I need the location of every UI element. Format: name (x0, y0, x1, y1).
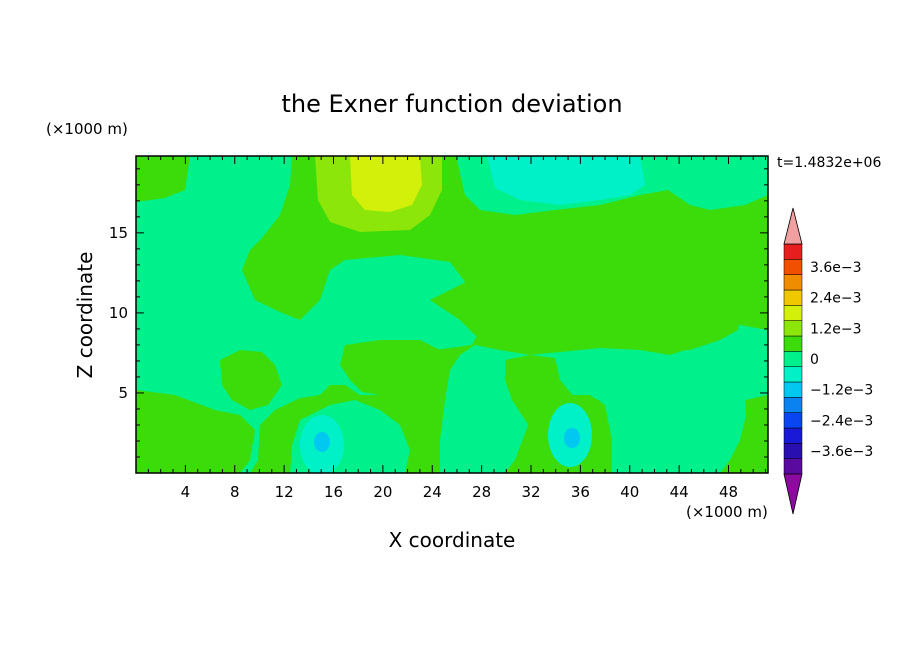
field-region-pos-right-edge (745, 395, 768, 440)
x-tick-label: 4 (181, 483, 191, 501)
colorbar-swatch (783, 443, 803, 459)
y-tick-label: 10 (109, 304, 128, 322)
y-tick-label: 5 (118, 384, 128, 402)
field-region-pos-top-core (350, 156, 422, 212)
x-tick-label: 8 (230, 483, 240, 501)
x-tick-label: 16 (324, 483, 343, 501)
colorbar-swatch (783, 397, 803, 413)
field-region-pos-center-island (340, 340, 448, 430)
field-region-pos-lower-left-island (220, 350, 282, 410)
field-region-neg-bottom-right (640, 415, 692, 473)
colorbar-swatch (783, 458, 803, 475)
time-label: t=1.4832e+06 (777, 155, 881, 171)
colorbar-swatch (783, 259, 803, 275)
chart-title: the Exner function deviation (281, 90, 622, 118)
colorbar-label: 2.4e−3 (810, 291, 862, 307)
field-region-neg-top-core (487, 156, 645, 205)
x-tick-label: 24 (423, 483, 442, 501)
x-tick-label: 20 (373, 483, 392, 501)
colorbar-swatch (783, 289, 803, 306)
colorbar-label: 1.2e−3 (810, 321, 862, 337)
colorbar-swatch (783, 381, 803, 398)
x-tick-label: 48 (719, 483, 738, 501)
x-tick-label: 36 (571, 483, 590, 501)
y-axis-label: Z coordinate (73, 252, 97, 379)
colorbar-label: −1.2e−3 (810, 383, 873, 399)
colorbar-swatch (783, 305, 803, 321)
x-tick-label: 40 (620, 483, 639, 501)
colorbar: 3.6e−3 2.4e−3 1.2e−3 0 −1.2e−3 −2.4e−3 −3.6e−3 (783, 207, 873, 515)
colorbar-under-triangle (783, 473, 803, 515)
colorbar-label: −2.4e−3 (810, 413, 873, 429)
colorbar-swatch (783, 320, 803, 337)
colorbar-label: 0 (810, 352, 819, 368)
x-unit-label: (×1000 m) (686, 503, 768, 521)
x-tick-label: 44 (670, 483, 689, 501)
field-region-neg-upper (136, 156, 480, 473)
colorbar-label: −3.6e−3 (810, 444, 873, 460)
x-tick-label: 28 (472, 483, 491, 501)
field-region-neg-core-right-inner (564, 428, 580, 448)
contour-field (136, 156, 768, 473)
colorbar-over-triangle (783, 207, 803, 245)
field-region-neg-core-left-inner (314, 432, 330, 452)
x-tick-label: 12 (275, 483, 294, 501)
colorbar-swatch (783, 274, 803, 291)
colorbar-swatch (783, 243, 803, 260)
field-region-pos-bottom-strip (136, 390, 255, 473)
colorbar-label: 3.6e−3 (810, 260, 862, 276)
colorbar-swatch (783, 366, 803, 383)
colorbar-swatch (783, 335, 803, 352)
colorbar-swatch (783, 351, 803, 367)
colorbar-swatch (783, 412, 803, 429)
y-tick-label: 15 (109, 224, 128, 242)
field-region-pos-mid (430, 258, 740, 352)
x-tick-label: 32 (521, 483, 540, 501)
y-unit-label: (×1000 m) (46, 120, 128, 138)
x-axis-label: X coordinate (389, 528, 516, 552)
colorbar-swatch (783, 427, 803, 444)
plot-frame (135, 155, 769, 474)
